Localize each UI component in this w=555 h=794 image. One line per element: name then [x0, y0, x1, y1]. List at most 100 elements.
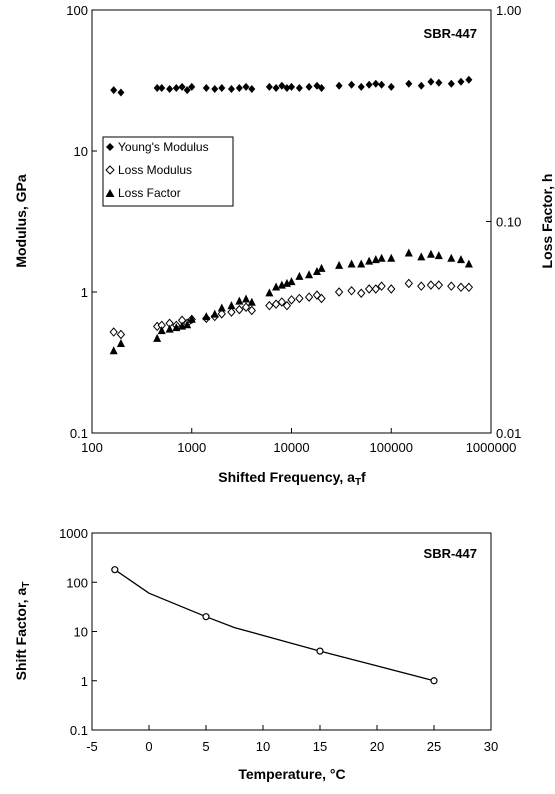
point-loss-factor-29	[371, 255, 380, 264]
point-loss-modulus-26	[347, 286, 356, 296]
point-loss-factor-10	[210, 309, 219, 318]
point-young-s-modulus-10	[211, 85, 219, 94]
y-tick-label-0: 0.1	[70, 723, 88, 738]
point-loss-modulus-38	[464, 282, 474, 293]
point-young-s-modulus-17	[272, 83, 280, 92]
point-loss-modulus-19	[282, 300, 292, 311]
y-axis-label-shift-factor: Shift Factor, aT	[13, 582, 32, 681]
point-loss-modulus-12	[227, 307, 236, 317]
point-loss-factor-37	[456, 255, 465, 264]
point-loss-factor-9	[202, 312, 211, 321]
point-young-s-modulus-14	[242, 82, 250, 91]
point-loss-factor-1	[116, 338, 125, 347]
point-loss-factor-20	[287, 277, 296, 286]
point-loss-factor-25	[335, 260, 344, 269]
point-young-s-modulus-0	[110, 86, 118, 95]
annotation-sbr-447-top: SBR-447	[424, 26, 477, 41]
x-tick-label-1: 0	[145, 739, 152, 754]
y2-tick-label-2: 1.00	[496, 3, 521, 18]
legend-marker-loss-factor	[105, 189, 115, 197]
shift-factor-point-2	[316, 647, 324, 655]
point-young-s-modulus-19	[283, 83, 291, 92]
y-tick-label-3: 100	[66, 3, 88, 18]
point-loss-modulus-24	[317, 293, 326, 304]
point-young-s-modulus-20	[288, 82, 295, 91]
point-young-s-modulus-3	[158, 83, 166, 92]
point-loss-factor-28	[365, 256, 374, 265]
point-young-s-modulus-16	[265, 82, 273, 91]
modulus-chart-points	[109, 75, 474, 355]
shift-factor-point-1	[202, 613, 210, 621]
legend-box	[102, 136, 234, 207]
point-loss-factor-17	[272, 282, 281, 291]
point-young-s-modulus-35	[435, 78, 443, 87]
x-tick-label-4: 15	[313, 739, 327, 754]
x-tick-label-0: 100	[81, 440, 103, 455]
point-loss-factor-15	[247, 297, 256, 306]
legend-label-loss-factor: Loss Factor	[118, 186, 181, 200]
point-loss-modulus-31	[387, 284, 396, 294]
point-young-s-modulus-37	[457, 77, 465, 86]
point-loss-factor-36	[447, 253, 456, 262]
point-young-s-modulus-4	[166, 85, 174, 94]
point-young-s-modulus-12	[227, 85, 235, 94]
point-young-s-modulus-24	[318, 83, 326, 92]
point-loss-factor-38	[464, 259, 473, 268]
point-loss-factor-26	[347, 259, 356, 268]
point-loss-factor-35	[434, 251, 443, 260]
modulus-chart-ticks: 100 1000 10000 100000 1000000 0.1 1 10 100 0.01 0.…	[66, 3, 521, 455]
x-tick-label-2: 10000	[273, 440, 309, 455]
y-tick-label-1: 1	[81, 674, 88, 689]
x-axis-label-frequency: Shifted Frequency, aTf	[218, 469, 366, 488]
y-axis-label-modulus: Modulus, GPa	[13, 174, 29, 268]
point-young-s-modulus-7	[183, 86, 191, 95]
point-young-s-modulus-9	[202, 83, 210, 92]
plot-frame-1	[91, 9, 492, 434]
point-young-s-modulus-32	[405, 79, 413, 88]
point-loss-modulus-15	[247, 305, 256, 316]
shift-factor-point-0	[111, 566, 119, 574]
point-young-s-modulus-5	[172, 83, 180, 92]
point-loss-modulus-16	[265, 300, 274, 311]
point-loss-factor-13	[235, 296, 244, 305]
x-tick-label-6: 25	[427, 739, 441, 754]
x-tick-label-4: 1000000	[466, 440, 517, 455]
point-loss-modulus-36	[447, 281, 456, 291]
shift-factor-curve	[114, 569, 435, 682]
point-young-s-modulus-8	[188, 82, 196, 91]
point-young-s-modulus-31	[387, 82, 395, 91]
shift-factor-point-3	[430, 677, 438, 685]
point-loss-modulus-30	[377, 281, 386, 291]
y2-tick-label-0: 0.01	[496, 426, 521, 441]
point-loss-modulus-22	[304, 292, 314, 302]
point-loss-modulus-21	[295, 293, 304, 304]
x-tick-label-3: 10	[256, 739, 270, 754]
point-loss-factor-4	[165, 324, 174, 333]
point-young-s-modulus-38	[465, 75, 473, 84]
point-young-s-modulus-29	[372, 79, 380, 88]
point-loss-modulus-27	[357, 288, 366, 298]
point-young-s-modulus-36	[447, 79, 455, 88]
point-loss-factor-0	[109, 346, 118, 355]
point-loss-modulus-35	[434, 280, 444, 290]
point-young-s-modulus-25	[335, 81, 343, 90]
x-tick-label-1: 1000	[177, 440, 206, 455]
point-loss-factor-5	[172, 323, 181, 332]
point-loss-factor-8	[187, 314, 196, 323]
point-loss-factor-21	[295, 271, 304, 280]
point-loss-factor-34	[426, 249, 435, 258]
point-loss-modulus-1	[116, 329, 126, 340]
legend-marker-loss-modulus	[105, 165, 115, 175]
point-young-s-modulus-28	[365, 80, 373, 89]
point-loss-modulus-20	[287, 295, 296, 305]
point-young-s-modulus-26	[348, 80, 356, 89]
point-loss-modulus-25	[334, 287, 344, 297]
point-young-s-modulus-33	[417, 81, 425, 90]
x-tick-label-5: 20	[370, 739, 384, 754]
point-loss-factor-12	[227, 301, 236, 310]
y-tick-label-3: 100	[66, 575, 88, 590]
y2-tick-label-1: 0.10	[496, 215, 521, 230]
point-loss-modulus-11	[217, 309, 226, 319]
plot-frame-2	[91, 532, 492, 731]
point-loss-factor-14	[242, 294, 251, 303]
